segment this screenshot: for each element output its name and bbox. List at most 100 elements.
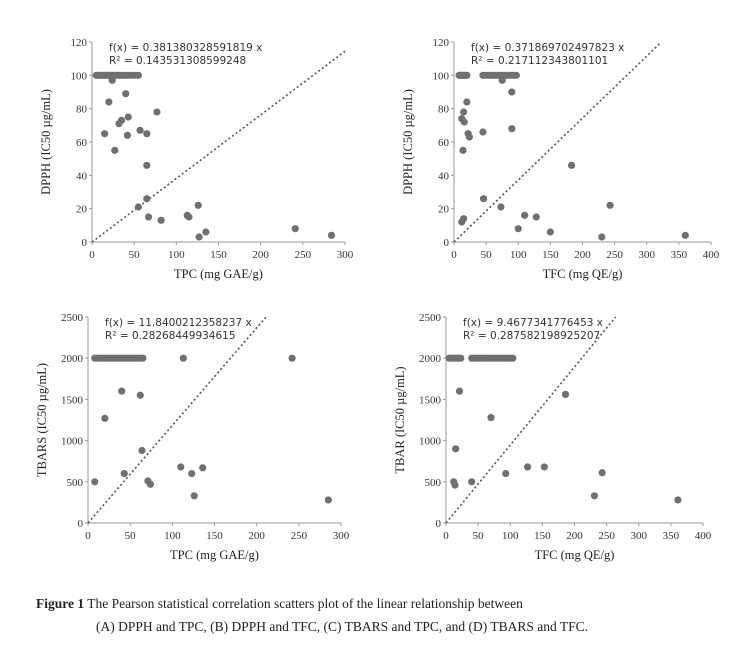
data-point [451,481,459,489]
x-axis-label: TFC (mg QE/g) [535,548,615,562]
y-tick-label: 80 [76,104,88,116]
data-point [452,445,460,453]
r-squared-label: R² = 0.287582198925207 [463,330,600,342]
data-point [598,233,606,241]
data-point [479,128,487,136]
data-point [460,118,468,126]
data-point [138,446,146,455]
data-point [188,469,196,478]
y-tick-label: 2000 [419,353,442,365]
r-squared-label: R² = 0.217112343801101 [471,55,608,67]
data-point [508,125,516,133]
y-tick-label: 500 [67,477,84,489]
y-tick-label: 0 [82,237,88,249]
figure-caption: Figure 1 The Pearson statistical correla… [36,592,736,638]
data-point [532,213,540,221]
data-point [91,478,99,486]
x-tick-label: 200 [566,530,583,542]
x-tick-label: 300 [639,249,656,261]
data-point [567,161,576,169]
y-tick-label: 40 [76,170,88,182]
x-tick-label: 350 [663,530,680,542]
x-tick-label: 150 [206,530,223,542]
x-tick-label: 50 [125,530,137,542]
x-tick-label: 100 [164,530,181,542]
data-point [288,354,296,362]
data-point [498,76,506,84]
data-point [136,391,144,399]
y-tick-label: 20 [438,204,450,216]
data-point [458,218,466,226]
data-point [108,76,116,84]
data-point [606,201,614,209]
data-point [139,354,147,362]
y-tick-label: 2000 [61,353,84,365]
data-point [123,131,132,139]
data-point [512,71,520,79]
data-point [101,414,109,422]
r-squared-label: R² = 0.143531308599248 [109,55,246,67]
x-axis-label: TPC (mg GAE/g) [174,267,263,281]
caption-line-1: The Pearson statistical correlation scat… [87,596,523,611]
scatter-chart-2: 0 500 1000 1500 2000 2500 0 50 100 150 200 250 300 f(… [35,312,350,562]
data-point [143,161,151,169]
y-tick-label: 2500 [61,312,84,324]
data-point [195,233,203,241]
x-tick-label: 0 [451,249,457,261]
y-axis-label: DPPH (IC50 µg/mL) [401,89,415,195]
trendline [445,316,617,524]
y-tick-label: 120 [71,37,88,49]
x-tick-label: 150 [542,249,559,261]
scatter-chart-1: 0 20 40 60 80 100 120 0 50 100 150 200 250 300 350 400 f… [401,37,720,281]
y-axis-label: DPPH (IC50 µg/mL) [39,89,53,195]
y-axis-label: TBARS (IC50 µg/mL) [35,363,49,477]
trendline [453,41,662,243]
data-point [324,496,332,504]
scatter-chart-3: 0 500 1000 1500 2000 2500 0 50 100 150 200 250 300 35… [393,312,712,562]
y-tick-label: 500 [425,477,442,489]
x-tick-label: 150 [210,249,227,261]
r-squared-label: R² = 0.28268449934615 [105,330,236,342]
data-point [509,354,517,362]
data-point [463,71,471,79]
y-axis-label: TBAR (IC50 µg/mL) [393,366,407,473]
y-tick-label: 20 [76,204,88,216]
x-tick-label: 0 [89,249,95,261]
data-point [590,492,599,500]
data-point [457,354,465,362]
data-point [487,413,495,422]
x-tick-label: 200 [252,249,269,261]
x-tick-label: 100 [502,530,519,542]
trendline-equation: f(x) = 0.381380328591819 x [109,42,262,54]
scatter-chart-0: 0 20 40 60 80 100 120 0 50 100 150 200 250 300 f(x) = … [39,37,354,281]
data-point [143,130,151,138]
data-point [143,195,151,203]
x-tick-label: 250 [598,530,615,542]
caption-line-2: (A) DPPH and TPC, (B) DPPH and TFC, (C) … [96,619,589,634]
data-point [134,71,142,79]
data-point [111,146,119,154]
data-point [463,98,471,106]
data-point [561,390,570,399]
y-tick-label: 0 [444,237,450,249]
x-axis-label: TFC (mg QE/g) [543,267,623,281]
data-point [455,387,464,395]
data-point [598,469,606,477]
data-point [120,469,128,478]
x-tick-label: 0 [443,530,449,542]
x-tick-label: 300 [631,530,648,542]
data-point [459,146,467,154]
y-tick-label: 1000 [419,436,442,448]
data-point [521,211,529,219]
data-point [546,228,554,236]
trendline-equation: f(x) = 9.4677341776453 x [463,317,603,329]
y-tick-label: 100 [433,70,450,82]
y-tick-label: 100 [71,70,88,82]
x-tick-label: 300 [333,530,350,542]
x-tick-label: 200 [574,249,591,261]
y-tick-label: 80 [438,104,450,116]
y-tick-label: 1500 [61,394,84,406]
y-tick-label: 40 [438,170,450,182]
trendline-equation: f(x) = 0.371869702497823 x [471,42,624,54]
x-tick-label: 400 [695,530,712,542]
